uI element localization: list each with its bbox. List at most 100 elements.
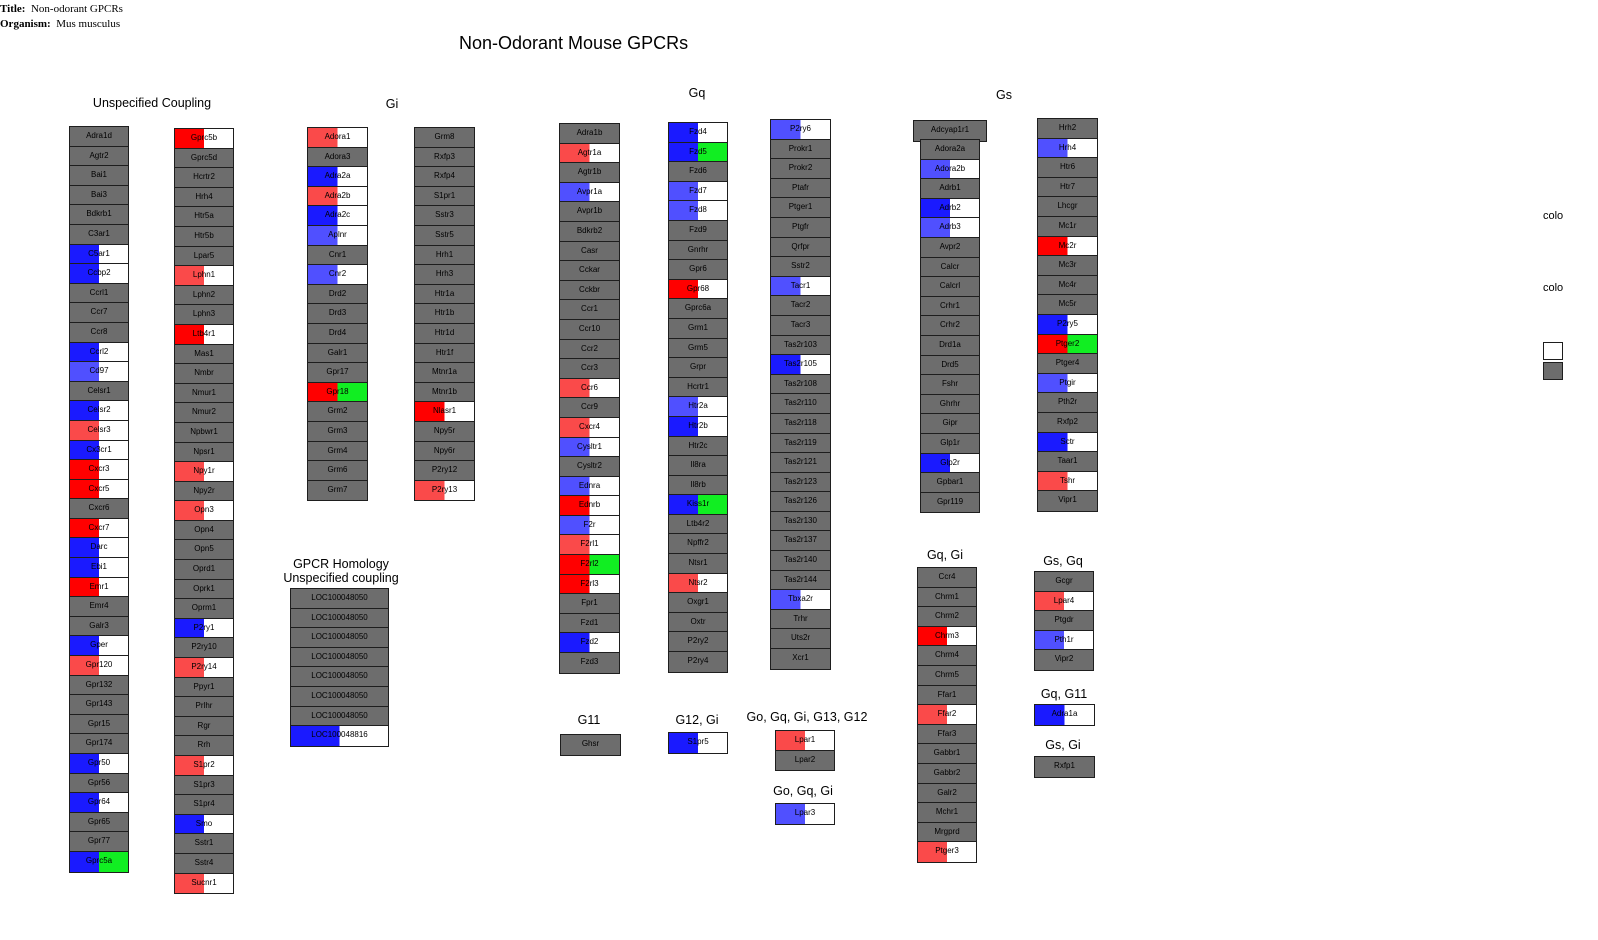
gene-box[interactable]: Mc5r (1038, 295, 1097, 315)
gene-box[interactable]: Emr1 (70, 577, 128, 598)
gene-box[interactable]: Sstr1 (175, 834, 233, 854)
gene-box[interactable]: Rxfp3 (415, 147, 474, 168)
gene-box[interactable]: Xcr1 (771, 649, 830, 669)
gene-box[interactable]: Drd4 (308, 323, 367, 344)
gene-box[interactable]: Tas2r126 (771, 492, 830, 512)
gene-box[interactable]: Ltb4r2 (669, 514, 727, 535)
gene-box[interactable]: Nmbr (175, 364, 233, 384)
gene-box[interactable]: Adora2a (921, 140, 979, 160)
gene-box[interactable]: Adra1d (70, 127, 128, 147)
gene-box[interactable]: Ltb4r1 (175, 324, 233, 345)
gene-box[interactable]: Ffar3 (918, 724, 976, 745)
gene-box[interactable]: Mrgprd (918, 822, 976, 843)
gene-box[interactable]: Ghrhr (921, 394, 979, 415)
gene-box[interactable]: Fpr1 (560, 594, 619, 614)
gene-box[interactable]: Smo (175, 814, 233, 835)
gene-box[interactable]: Ccr1 (560, 300, 619, 320)
gene-box[interactable]: Rgr (175, 716, 233, 737)
gene-box[interactable]: Il8ra (669, 456, 727, 476)
gene-box[interactable]: Sstr5 (415, 225, 474, 246)
gene-box[interactable]: Gprc5b (175, 129, 233, 149)
gene-box[interactable]: Gpr68 (669, 279, 727, 300)
gene-box[interactable]: Grm6 (308, 461, 367, 481)
gene-box[interactable]: F2r (560, 515, 619, 536)
gene-box[interactable]: Vipr2 (1035, 650, 1093, 670)
gene-box[interactable]: F2rl2 (560, 555, 619, 575)
gene-box[interactable]: Ccr9 (560, 398, 619, 418)
gene-box[interactable]: Cxcr6 (70, 499, 128, 519)
gene-box[interactable]: Bai3 (70, 185, 128, 206)
gene-box[interactable]: Ccr8 (70, 322, 128, 343)
gene-box[interactable]: Avpr1a (560, 182, 619, 203)
gene-box[interactable]: Gabbr1 (918, 744, 976, 764)
gene-box[interactable]: Ptafr (771, 178, 830, 199)
gene-box[interactable]: Ccr4 (918, 568, 976, 588)
gene-box[interactable]: Htr1a (415, 284, 474, 305)
gene-box[interactable]: Galr3 (70, 616, 128, 637)
gene-box[interactable]: Ntsr2 (669, 573, 727, 594)
gene-box[interactable]: Gpr17 (308, 363, 367, 383)
gene-box[interactable]: Rxfp1 (1035, 757, 1094, 777)
gene-box[interactable]: Celsr3 (70, 420, 128, 441)
gene-box[interactable]: Prokr2 (771, 159, 830, 179)
gene-box[interactable]: Rxfp4 (415, 167, 474, 187)
gene-box[interactable]: Lphn3 (175, 305, 233, 325)
gene-box[interactable]: Lpar2 (776, 750, 834, 771)
gene-box[interactable]: Tas2r108 (771, 374, 830, 395)
gene-box[interactable]: Glp1r (921, 433, 979, 454)
gene-box[interactable]: Mtnr1a (415, 363, 474, 383)
gene-box[interactable]: Fshr (921, 375, 979, 395)
gene-box[interactable]: Prlhr (175, 697, 233, 717)
gene-box[interactable]: Fzd6 (669, 162, 727, 182)
gene-box[interactable]: Chrm1 (918, 587, 976, 608)
gene-box[interactable]: Adra2a (308, 167, 367, 187)
gene-box[interactable]: Lphn2 (175, 285, 233, 306)
gene-box[interactable]: Gpr50 (70, 754, 128, 774)
gene-box[interactable]: Lpar3 (776, 804, 834, 824)
gene-box[interactable]: Sstr4 (175, 853, 233, 874)
gene-box[interactable]: Ccrl1 (70, 283, 128, 304)
gene-box[interactable]: Gprc5a (70, 851, 128, 872)
gene-box[interactable]: Avpr2 (921, 237, 979, 258)
gene-box[interactable]: Gpr119 (921, 492, 979, 513)
gene-box[interactable]: Npy1r (175, 462, 233, 482)
gene-box[interactable]: P2ry12 (415, 461, 474, 481)
gene-box[interactable]: P2ry14 (175, 658, 233, 678)
gene-box[interactable]: Agtr1b (560, 163, 619, 183)
gene-box[interactable]: Htr5a (175, 207, 233, 227)
gene-box[interactable]: S1pr4 (175, 795, 233, 815)
gene-box[interactable]: Cxcr3 (70, 460, 128, 480)
gene-box[interactable]: Adrb1 (921, 179, 979, 199)
gene-box[interactable]: Bai1 (70, 166, 128, 186)
gene-box[interactable]: S1pr1 (415, 186, 474, 207)
gene-box[interactable]: Fzd3 (560, 653, 619, 673)
gene-box[interactable]: Sctr (1038, 432, 1097, 453)
gene-box[interactable]: Nlasr1 (415, 402, 474, 422)
gene-box[interactable]: Gabbr2 (918, 763, 976, 784)
gene-box[interactable]: Hrh4 (1038, 138, 1097, 159)
gene-box[interactable]: Lhcgr (1038, 197, 1097, 217)
gene-box[interactable]: Hrh4 (175, 187, 233, 208)
gene-box[interactable]: Adora3 (308, 147, 367, 168)
gene-box[interactable]: Gpr132 (70, 675, 128, 696)
gene-box[interactable]: Pth1r (1035, 630, 1093, 651)
gene-box[interactable]: Tacr1 (771, 276, 830, 297)
gene-box[interactable]: Gpr65 (70, 812, 128, 833)
gene-box[interactable]: Ptger1 (771, 198, 830, 218)
gene-box[interactable]: Gper (70, 636, 128, 657)
gene-box[interactable]: Opn5 (175, 540, 233, 561)
gene-box[interactable]: Htr2c (669, 436, 727, 457)
gene-box[interactable]: Cx3cr1 (70, 440, 128, 461)
gene-box[interactable]: LOC100048050 (291, 647, 388, 668)
gene-box[interactable]: Ntsr1 (669, 554, 727, 574)
gene-box[interactable]: Gprc6a (669, 299, 727, 319)
gene-box[interactable]: Nmur2 (175, 403, 233, 423)
gene-box[interactable]: LOC100048050 (291, 706, 388, 727)
gene-box[interactable]: Cxcr4 (560, 417, 619, 438)
gene-box[interactable]: Ccrl2 (70, 342, 128, 363)
gene-box[interactable]: Mc2r (1038, 236, 1097, 257)
gene-box[interactable]: Adora2b (921, 159, 979, 180)
gene-box[interactable]: P2ry1 (175, 618, 233, 639)
gene-box[interactable]: Fzd8 (669, 201, 727, 221)
gene-box[interactable]: Ffar2 (918, 705, 976, 725)
